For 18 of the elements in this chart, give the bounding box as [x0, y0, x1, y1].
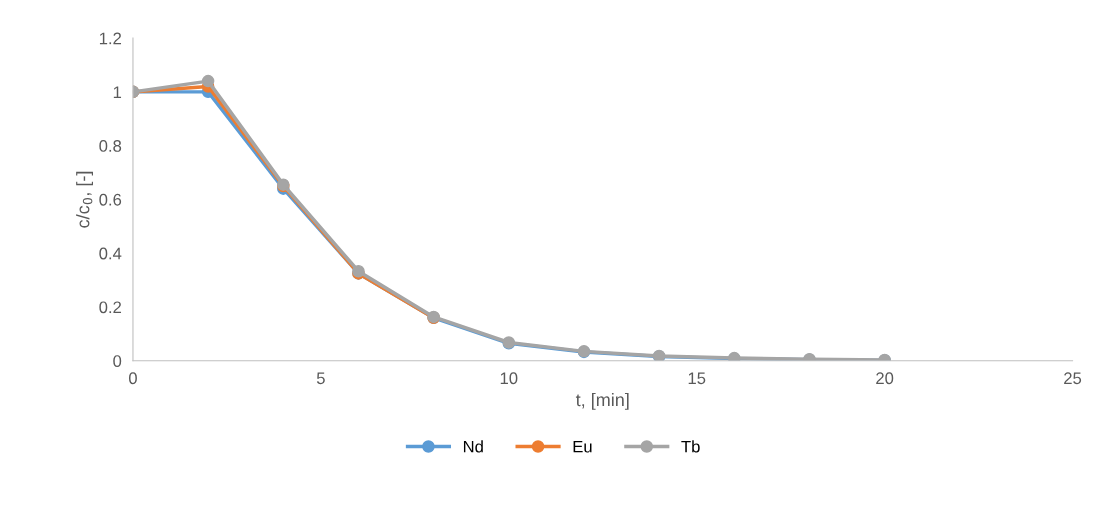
y-tick-label: 1.2	[99, 32, 122, 45]
y-axis-title: c/c$_{0}$, [-]	[76, 171, 93, 228]
y-tick-label: 0	[113, 355, 122, 367]
legend-label: Tb	[681, 440, 700, 453]
legend-label: Nd	[463, 440, 483, 453]
y-tick-label: 1	[113, 86, 122, 98]
y-tick-label: 0.4	[99, 247, 122, 260]
x-tick-label: 15	[688, 372, 706, 385]
x-tick-label: 25	[1064, 372, 1082, 385]
x-tick-label: 20	[876, 372, 894, 385]
y-tick-label: 0.6	[99, 193, 122, 206]
x-tick-label: 10	[500, 372, 518, 385]
x-axis-title: t, [min]	[575, 392, 629, 410]
y-tick-label: 0.2	[99, 301, 122, 314]
y-tick-label: 0.8	[99, 140, 122, 152]
x-tick-label: 0	[128, 372, 137, 385]
x-tick-label: 5	[316, 372, 325, 385]
legend-label: Eu	[573, 440, 592, 453]
